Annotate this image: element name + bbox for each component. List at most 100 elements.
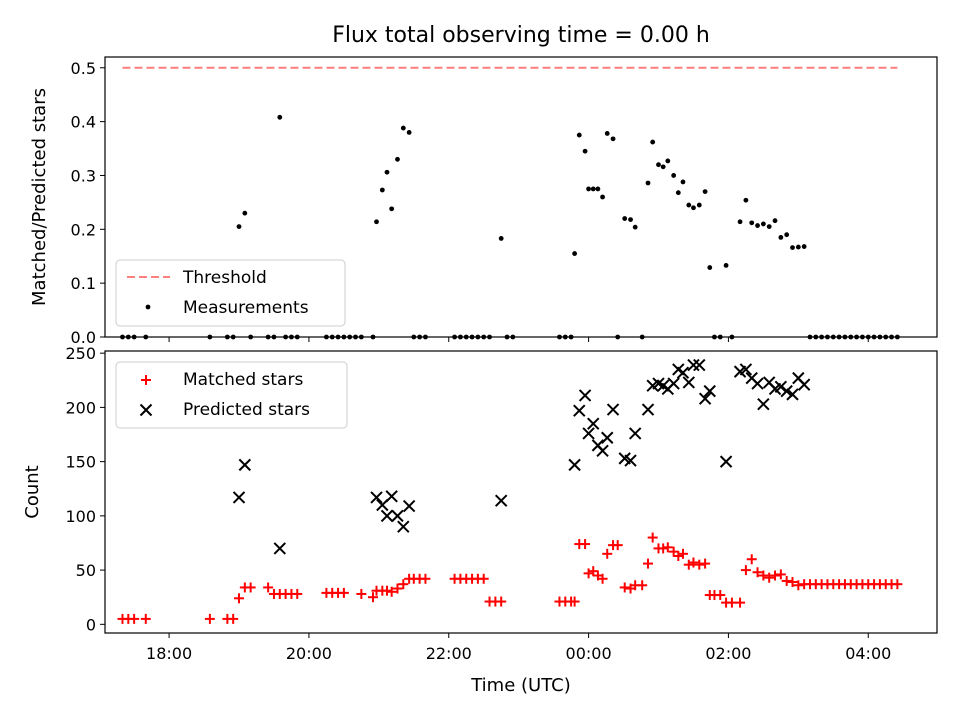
matched-star-point: [637, 580, 648, 591]
measurement-point: [778, 234, 784, 240]
measurement-point: [680, 179, 686, 185]
y-tick-label: 250: [65, 344, 96, 363]
x-axis-label: Time (UTC): [470, 675, 571, 696]
measurement-point: [277, 114, 283, 120]
cross-b: [402, 499, 416, 513]
predicted-star-point: [687, 358, 700, 372]
x-tick-label: 22:00: [426, 644, 472, 663]
cross-b: [587, 417, 600, 430]
legend-matched-swatch: [141, 375, 151, 385]
legend-box: [115, 361, 348, 429]
predicted-star-point: [780, 384, 793, 398]
measurement-point: [707, 265, 713, 270]
predicted-star-point: [232, 491, 246, 504]
y-tick-label: 0.4: [71, 113, 96, 132]
cross-b: [739, 363, 753, 376]
matched-star-point: [700, 558, 711, 569]
measurement-point: [384, 169, 390, 175]
predicted-star-point: [774, 380, 788, 393]
matched-star-point: [140, 613, 151, 624]
predicted-star-point: [606, 403, 620, 416]
measurement-point: [801, 244, 807, 249]
chart-title: Flux total observing time = 0.00 h: [332, 23, 710, 48]
measurement-point: [755, 223, 760, 228]
measurement-point: [389, 206, 395, 212]
predicted-star-point: [719, 455, 733, 468]
legend-threshold-label: Threshold: [182, 268, 267, 288]
y-tick-label: 0: [86, 615, 96, 634]
predicted-star-point: [370, 491, 383, 504]
measurement-point: [622, 216, 628, 221]
cross-b: [693, 358, 706, 372]
cross-b: [652, 377, 665, 390]
measurement-point: [660, 164, 666, 170]
cross-b: [641, 403, 655, 416]
matched-star-point: [758, 570, 769, 581]
matched-star-point: [740, 565, 751, 576]
measurement-point: [576, 132, 582, 138]
measurement-point: [374, 219, 379, 225]
measurement-point: [586, 186, 591, 192]
x-tick-label: 00:00: [566, 644, 612, 663]
matched-star-point: [292, 588, 303, 599]
cross-b: [397, 520, 410, 533]
predicted-star-point: [641, 403, 655, 416]
measurement-point: [665, 158, 671, 164]
legend-predicted-swatch: [139, 403, 153, 417]
matched-star-point: [228, 613, 239, 624]
legend-measurement-swatch: [145, 304, 151, 310]
predicted-star-point: [385, 490, 398, 503]
predicted-star-point: [238, 458, 252, 472]
cross-b: [494, 494, 508, 507]
predicted-star-point: [578, 389, 592, 402]
measurement-point: [760, 221, 766, 227]
cross-b: [573, 404, 586, 417]
cross-b: [582, 427, 595, 440]
predicted-star-point: [703, 384, 716, 398]
cross-b: [596, 444, 609, 457]
cross-b: [797, 378, 811, 391]
matched-star-point: [643, 558, 654, 569]
x-tick-label: 20:00: [286, 644, 332, 663]
cross-b: [745, 371, 758, 385]
y-tick-label: 0.1: [71, 274, 96, 293]
matched-star-point: [398, 579, 409, 590]
cross-b: [624, 454, 637, 467]
predicted-star-point: [391, 509, 404, 523]
measurement-point: [595, 186, 601, 192]
y-tick-label: 0.5: [71, 59, 96, 78]
predicted-star-point: [273, 542, 286, 555]
cross-b: [238, 458, 252, 472]
predicted-star-point: [682, 376, 696, 389]
predicted-star-point: [676, 366, 690, 379]
matched-star-point: [662, 542, 673, 553]
bottom-panel: 0 50 100 150 200 250 18:00 20:00 22:00 00:00 02:00…: [65, 344, 938, 663]
predicted-star-point: [797, 378, 811, 391]
measurement-point: [790, 245, 795, 251]
predicted-star-point: [380, 509, 394, 523]
matched-star-point: [668, 546, 679, 557]
matched-star-point: [752, 567, 763, 578]
cross-b: [568, 458, 581, 472]
y-tick-label: 150: [65, 453, 96, 472]
cross-b: [751, 377, 764, 390]
matched-star-point: [619, 582, 630, 593]
matched-star-point: [602, 548, 613, 559]
matched-star-point: [356, 588, 367, 599]
matched-star-point: [746, 554, 757, 565]
measurement-point: [671, 173, 677, 178]
matched-star-point: [129, 613, 140, 624]
matched-star-point: [597, 573, 608, 584]
cross-b: [606, 403, 620, 416]
predicted-star-point: [596, 444, 609, 457]
bottom-legend: Matched stars Predicted stars: [115, 361, 348, 429]
measurement-point: [628, 217, 633, 223]
cross-b: [391, 509, 404, 523]
cross-b: [719, 455, 733, 468]
predicted-star-point: [739, 363, 753, 376]
top-y-axis-label: Matched/Predicted stars: [29, 88, 50, 306]
legend-matched-label: Matched stars: [183, 370, 303, 390]
legend-box: [115, 259, 346, 327]
measurement-point: [686, 202, 692, 208]
